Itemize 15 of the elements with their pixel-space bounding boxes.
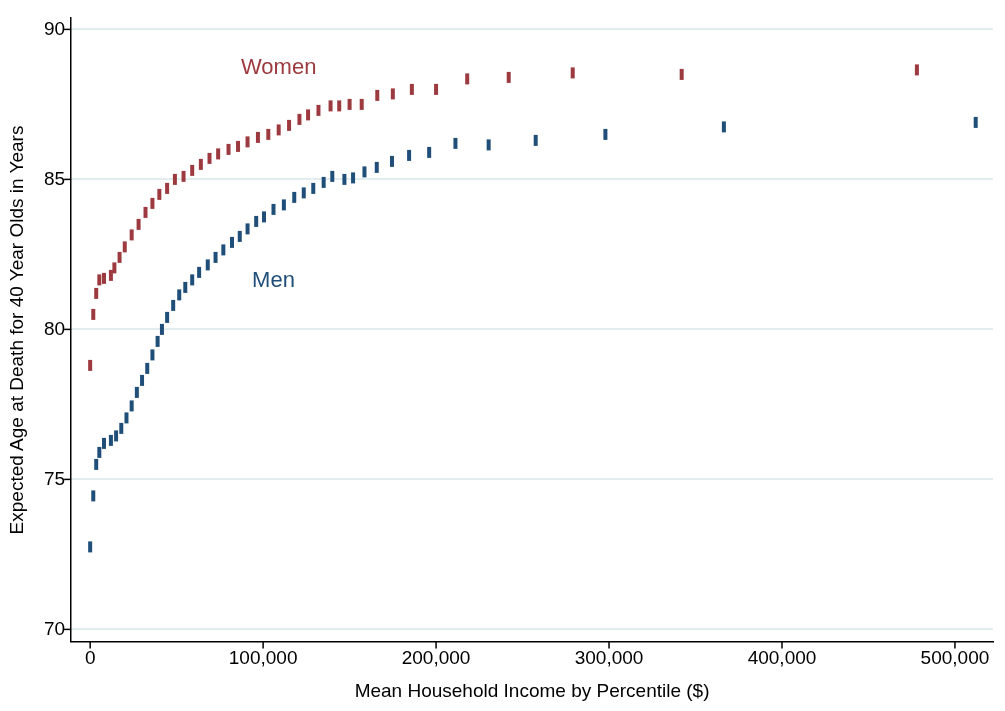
series-label: Women	[240, 53, 317, 79]
y-tick-label: 75	[43, 467, 66, 489]
x-tick-label: 400,000	[747, 647, 817, 669]
series-label: Men	[252, 267, 295, 293]
y-tick-label: 80	[43, 317, 66, 339]
x-tick-label: 100,000	[228, 647, 298, 669]
x-tick-label: 200,000	[401, 647, 471, 669]
x-tick-label: 500,000	[920, 647, 990, 669]
y-tick-label: 70	[43, 617, 66, 639]
x-axis-title: Mean Household Income by Percentile ($)	[354, 679, 710, 701]
y-axis-title: Expected Age at Death for 40 Year Olds in Years	[6, 125, 28, 535]
y-tick-label: 90	[43, 17, 66, 39]
y-tick-label: 85	[43, 167, 66, 189]
x-tick-label: 0	[84, 647, 96, 669]
x-tick-label: 300,000	[574, 647, 644, 669]
